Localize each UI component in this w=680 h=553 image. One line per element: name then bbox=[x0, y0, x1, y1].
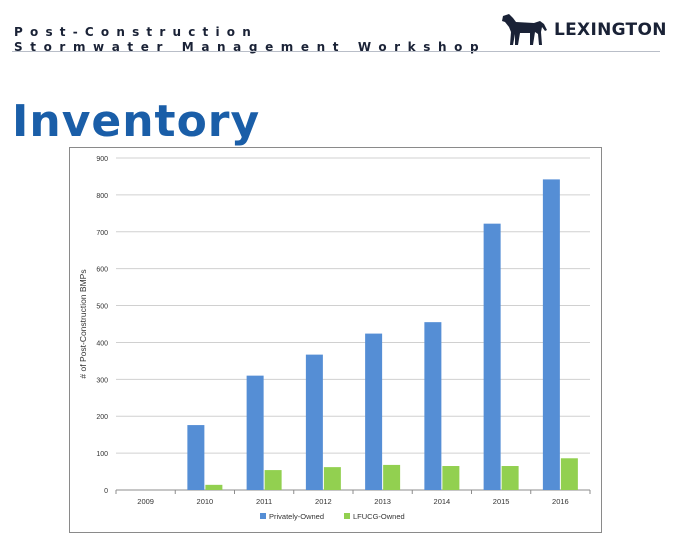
bar-lfucg-owned-2014 bbox=[442, 466, 460, 490]
bar-lfucg-owned-2012 bbox=[323, 467, 341, 490]
bar-privately-owned-2010 bbox=[187, 425, 205, 490]
header-title-line-1: Post-Construction bbox=[14, 25, 258, 39]
y-tick-label: 200 bbox=[96, 414, 108, 421]
bar-privately-owned-2013 bbox=[365, 333, 383, 490]
bar-lfucg-owned-2015 bbox=[501, 466, 519, 490]
header-divider bbox=[12, 51, 660, 52]
bar-privately-owned-2012 bbox=[305, 354, 323, 490]
lexington-logo bbox=[500, 12, 665, 48]
bars bbox=[187, 179, 578, 490]
bar-privately-owned-2011 bbox=[246, 375, 264, 490]
bar-lfucg-owned-2011 bbox=[264, 470, 282, 490]
bar-privately-owned-2014 bbox=[424, 322, 442, 490]
x-tick-label: 2011 bbox=[256, 497, 272, 506]
y-tick-label: 600 bbox=[96, 267, 108, 274]
bar-lfucg-owned-2016 bbox=[560, 458, 578, 490]
y-tick-label: 500 bbox=[96, 304, 108, 311]
y-tick-labels: 0 100 200 300 400 500 600 700 800 900 bbox=[96, 156, 108, 495]
slide-title: Inventory bbox=[12, 96, 261, 147]
bar-chart: 0 100 200 300 400 500 600 700 800 900 2009 2010 201… bbox=[78, 156, 591, 521]
header-title-line-2: Stormwater Management Workshop bbox=[14, 40, 487, 54]
logo-text: LEXINGTON bbox=[554, 20, 667, 40]
y-tick-label: 900 bbox=[96, 156, 108, 163]
y-axis-label: # of Post-Construction BMPs bbox=[78, 269, 88, 378]
x-tick-label: 2015 bbox=[493, 497, 510, 506]
x-tick-labels: 2009 2010 2011 2012 2013 2014 2015 2016 bbox=[137, 497, 568, 506]
legend-label: Privately-Owned bbox=[269, 512, 324, 521]
bar-lfucg-owned-2013 bbox=[383, 464, 401, 490]
y-tick-label: 400 bbox=[96, 340, 108, 347]
x-tick-label: 2009 bbox=[137, 497, 154, 506]
y-tick-label: 100 bbox=[96, 451, 108, 458]
bar-privately-owned-2015 bbox=[483, 223, 501, 490]
legend: Privately-Owned LFUCG-Owned bbox=[260, 512, 405, 521]
bar-lfucg-owned-2010 bbox=[205, 484, 223, 490]
legend-swatch bbox=[260, 513, 266, 519]
chart-frame: 0 100 200 300 400 500 600 700 800 900 2009 2010 201… bbox=[69, 147, 602, 533]
y-tick-label: 300 bbox=[96, 377, 108, 384]
y-tick-label: 700 bbox=[96, 230, 108, 237]
gridlines bbox=[115, 157, 591, 494]
x-tick-label: 2016 bbox=[552, 497, 569, 506]
x-tick-label: 2010 bbox=[197, 497, 214, 506]
horse-icon bbox=[502, 14, 547, 45]
legend-swatch bbox=[344, 513, 350, 519]
x-tick-label: 2014 bbox=[434, 497, 451, 506]
x-tick-label: 2012 bbox=[315, 497, 332, 506]
legend-label: LFUCG-Owned bbox=[353, 512, 405, 521]
x-tick-label: 2013 bbox=[374, 497, 391, 506]
y-tick-label: 0 bbox=[104, 488, 108, 495]
bar-privately-owned-2016 bbox=[542, 179, 560, 490]
y-tick-label: 800 bbox=[96, 193, 108, 200]
